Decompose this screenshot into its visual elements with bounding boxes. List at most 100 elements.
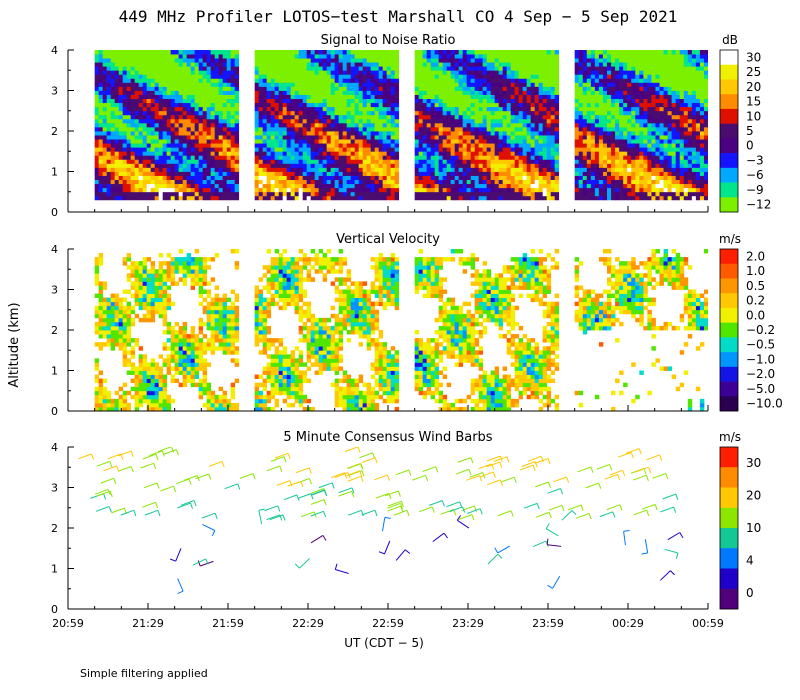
heatmap-cell [206, 187, 212, 193]
heatmap-cell [498, 86, 504, 91]
heatmap-cell [218, 98, 224, 104]
heatmap-cell [346, 139, 352, 144]
heatmap-cell [130, 139, 136, 144]
heatmap-cell [302, 86, 308, 91]
heatmap-cell [478, 183, 484, 189]
heatmap-cell [466, 151, 472, 156]
heatmap-cell [166, 155, 172, 160]
heatmap-cell [182, 78, 188, 83]
heatmap-cell [486, 62, 492, 67]
heatmap-cell [546, 179, 552, 185]
heatmap-cell [318, 118, 324, 124]
heatmap-cell [450, 126, 456, 132]
heatmap-cell [446, 106, 452, 112]
heatmap-cell [258, 78, 264, 83]
heatmap-cell [458, 183, 464, 189]
heatmap-cell [542, 114, 548, 120]
heatmap-cell [358, 102, 364, 108]
heatmap-cell [554, 66, 560, 71]
heatmap-cell [102, 106, 108, 112]
heatmap-cell [178, 131, 184, 136]
heatmap-cell [102, 50, 108, 55]
heatmap-cell [554, 110, 560, 116]
heatmap-cell [166, 118, 172, 124]
heatmap-cell [262, 62, 268, 67]
heatmap-cell [370, 98, 376, 104]
heatmap-cell [106, 70, 112, 75]
heatmap-cell [298, 167, 304, 172]
heatmap-cell [118, 139, 124, 144]
heatmap-cell [230, 175, 236, 180]
heatmap-cell [639, 195, 644, 201]
heatmap-cell [699, 94, 705, 99]
heatmap-cell [374, 191, 380, 197]
heatmap-cell [659, 122, 664, 128]
heatmap-cell [518, 78, 524, 83]
heatmap-cell [346, 122, 352, 128]
heatmap-cell [498, 191, 504, 197]
heatmap-cell [254, 118, 260, 124]
heatmap-cell [394, 187, 400, 193]
heatmap-cell [538, 151, 544, 156]
heatmap-cell [606, 187, 612, 193]
heatmap-cell [675, 151, 681, 156]
heatmap-cell [655, 159, 660, 164]
heatmap-cell [510, 50, 516, 55]
heatmap-cell [130, 122, 136, 128]
heatmap-cell [354, 74, 360, 79]
heatmap-cell [162, 106, 168, 112]
heatmap-cell [102, 70, 108, 75]
heatmap-cell [182, 82, 188, 87]
heatmap-cell [679, 114, 685, 120]
heatmap-cell [578, 179, 584, 185]
heatmap-cell [454, 118, 460, 124]
heatmap-cell [346, 191, 352, 197]
heatmap-cell [386, 90, 392, 95]
heatmap-cell [691, 163, 697, 168]
heatmap-cell [490, 159, 496, 164]
heatmap-cell [486, 54, 492, 59]
heatmap-cell [134, 151, 140, 156]
heatmap-cell [102, 143, 108, 148]
heatmap-cell [514, 187, 520, 193]
heatmap-cell [350, 58, 356, 63]
heatmap-cell [442, 122, 448, 128]
heatmap-cell [182, 135, 188, 140]
heatmap-cell [282, 114, 288, 120]
heatmap-cell [438, 82, 444, 87]
heatmap-cell [522, 155, 528, 160]
heatmap-cell [322, 179, 328, 185]
heatmap-cell [270, 155, 276, 160]
heatmap-cell [330, 50, 336, 55]
heatmap-cell [174, 118, 180, 124]
heatmap-cell [210, 78, 216, 83]
heatmap-cell [470, 74, 476, 79]
heatmap-cell [206, 102, 212, 108]
heatmap-cell [546, 54, 552, 59]
heatmap-cell [346, 175, 352, 180]
heatmap-cell [262, 179, 268, 185]
heatmap-cell [518, 155, 524, 160]
heatmap-cell [354, 114, 360, 120]
heatmap-cell [699, 110, 705, 116]
heatmap-cell [450, 62, 456, 67]
heatmap-cell [486, 106, 492, 112]
heatmap-cell [554, 159, 560, 164]
heatmap-cell [254, 66, 260, 71]
heatmap-cell [651, 98, 656, 104]
heatmap-cell [374, 74, 380, 79]
heatmap-cell [330, 98, 336, 104]
heatmap-cell [350, 82, 356, 87]
heatmap-cell [450, 54, 456, 59]
heatmap-cell [667, 171, 673, 176]
heatmap-cell [498, 183, 504, 189]
heatmap-cell [370, 62, 376, 67]
heatmap-cell [394, 191, 400, 197]
heatmap-cell [366, 147, 372, 152]
heatmap-cell [234, 78, 240, 83]
heatmap-cell [230, 151, 236, 156]
heatmap-cell [470, 179, 476, 185]
heatmap-cell [586, 131, 592, 136]
heatmap-cell [150, 135, 156, 140]
